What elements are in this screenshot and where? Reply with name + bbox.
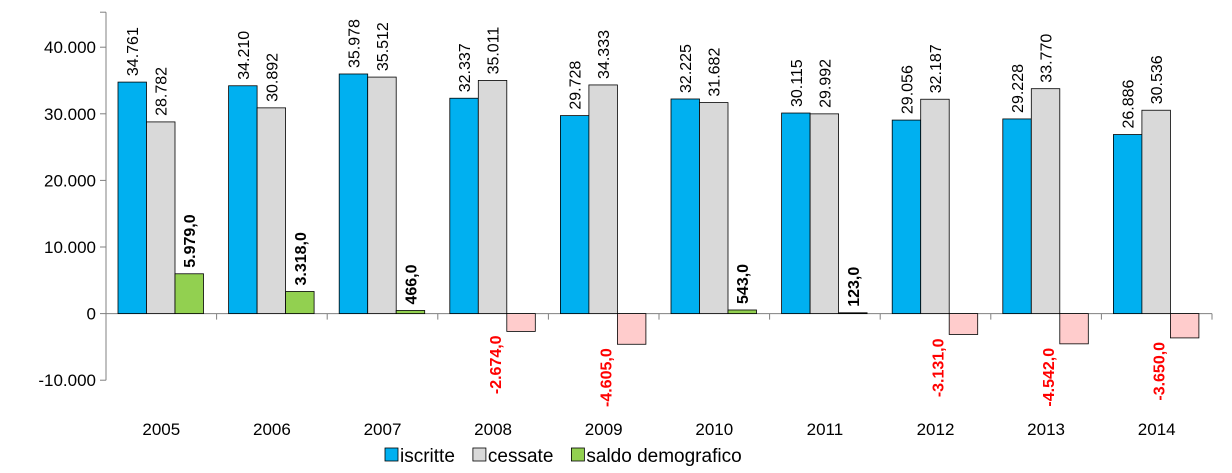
bar-iscritte-2006 [228,85,258,314]
data-label-cessate-2008: 35.011 [486,27,503,75]
data-label-cessate-2011: 29.992 [817,59,834,108]
x-tick-label: 2008 [474,420,512,439]
bar-saldo-demografico-2008 [506,313,536,332]
data-label-saldo-demografico-2009: -4.605,0 [599,348,616,407]
data-label-iscritte-2009: 29.728 [568,61,585,110]
bar-cessate-2013 [1030,88,1061,315]
bar-saldo-demografico-2009 [617,313,647,345]
data-label-cessate-2009: 34.333 [596,30,613,79]
legend-label-cessate: cessate [488,446,553,467]
x-tick-label: 2011 [807,420,844,439]
legend-swatch-cessate [472,447,487,462]
data-label-iscritte-2007: 35.978 [346,19,363,68]
data-label-saldo-demografico-2014: -3.650,0 [1152,342,1169,401]
data-label-saldo-demografico-2013: -4.542,0 [1041,348,1058,407]
data-label-cessate-2010: 31.682 [707,48,724,97]
data-label-iscritte-2008: 32.337 [457,43,474,92]
data-label-iscritte-2013: 29.228 [1010,64,1027,113]
data-label-cessate-2012: 32.187 [928,44,945,93]
bar-cessate-2006 [256,107,287,315]
bar-iscritte-2011 [781,112,811,315]
bar-cessate-2011 [809,113,839,314]
bar-saldo-demografico-2007 [395,310,426,314]
y-tick-label: 10.000 [44,238,96,257]
bar-saldo-demografico-2011 [838,312,868,315]
x-tick-label: 2014 [1138,420,1176,439]
bar-cessate-2007 [367,76,397,314]
y-tick-label: 20.000 [44,171,96,190]
bar-saldo-demografico-2012 [948,313,979,335]
legend-label-iscritte: iscritte [400,446,455,467]
bar-saldo-demografico-2006 [285,291,315,314]
bar-cessate-2012 [920,98,950,314]
bar-iscritte-2008 [449,97,479,315]
data-label-iscritte-2005: 34.761 [125,27,142,76]
legend-swatch-saldo-demografico [570,447,585,462]
legend-label-saldo-demografico: saldo demografico [586,446,741,467]
bar-cessate-2008 [477,80,508,315]
bar-iscritte-2012 [891,119,922,314]
data-label-saldo-demografico-2008: -2.674,0 [488,335,505,394]
data-label-saldo-demografico-2012: -3.131,0 [930,338,947,397]
data-label-cessate-2006: 30.892 [264,53,281,102]
y-tick-label: 30.000 [44,105,96,124]
x-tick-label: 2005 [142,420,180,439]
data-label-saldo-demografico-2006: 3.318,0 [293,232,310,285]
bar-iscritte-2010 [670,98,700,314]
x-tick-label: 2007 [364,420,402,439]
x-tick-label: 2012 [917,420,955,439]
bar-iscritte-2013 [1002,118,1032,314]
data-label-iscritte-2012: 29.056 [899,65,916,114]
y-tick-label: -10.000 [38,371,96,390]
data-label-cessate-2014: 30.536 [1149,55,1166,104]
bar-iscritte-2007 [338,73,369,314]
bar-saldo-demografico-2014 [1170,313,1200,339]
bars [117,73,1200,345]
data-label-iscritte-2006: 34.210 [236,31,253,80]
bar-iscritte-2005 [117,81,147,314]
data-label-cessate-2005: 28.782 [154,67,171,116]
bar-cessate-2005 [146,121,176,315]
bar-cessate-2009 [588,84,618,314]
data-label-iscritte-2011: 30.115 [789,59,806,107]
x-tick-label: 2009 [585,420,623,439]
bar-saldo-demografico-2013 [1059,313,1089,345]
y-tick-label: 40.000 [44,38,96,57]
bar-iscritte-2009 [560,115,590,314]
data-label-cessate-2007: 35.512 [375,22,392,71]
bar-iscritte-2014 [1113,134,1143,315]
data-label-saldo-demografico-2007: 466,0 [403,264,420,304]
data-label-saldo-demografico-2010: 543,0 [735,264,752,304]
x-tick-label: 2010 [695,420,733,439]
legend: iscritte cessate saldo demografico [384,446,742,467]
data-label-saldo-demografico-2011: 123,0 [846,267,863,307]
bar-cessate-2014 [1141,109,1171,315]
bar-saldo-demografico-2010 [727,309,757,314]
data-label-iscritte-2014: 26.886 [1121,80,1138,129]
bar-cessate-2010 [699,102,729,314]
data-label-cessate-2013: 33.770 [1039,34,1056,83]
data-label-iscritte-2010: 32.225 [678,44,695,93]
x-tick-label: 2013 [1027,420,1065,439]
x-tick-label: 2006 [253,420,291,439]
data-label-saldo-demografico-2005: 5.979,0 [182,214,199,267]
bar-saldo-demografico-2005 [174,273,204,314]
y-tick-label: 0 [87,305,96,324]
data-labels: 34.761 28.782 5.979,0 34.210 30.892 3.318,0 35… [125,19,1168,407]
legend-swatch-iscritte [384,447,399,462]
